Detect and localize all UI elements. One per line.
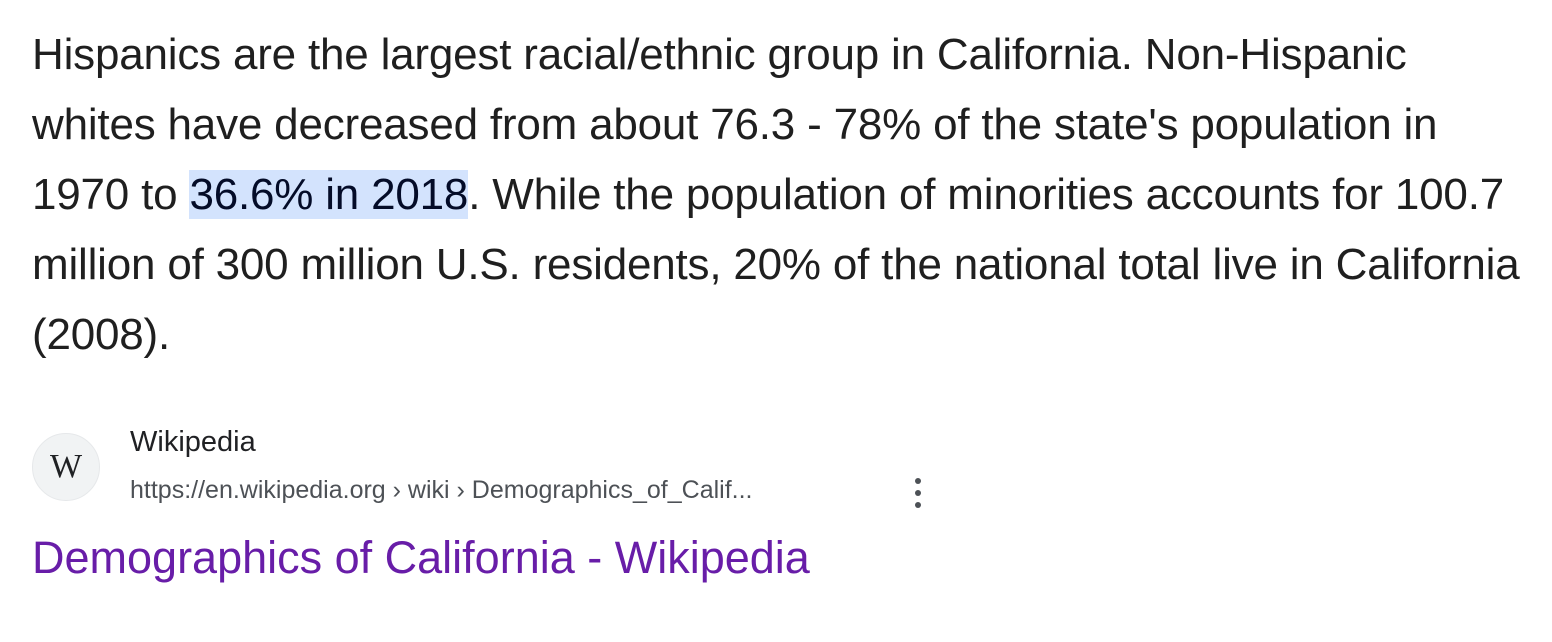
source-attribution[interactable]: W Wikipedia https://en.wikipedia.org › w…	[32, 424, 1032, 514]
more-vert-icon	[915, 478, 921, 484]
wikipedia-favicon-icon: W	[32, 433, 100, 501]
snippet-text-before: Hispanics are the largest racial/ethnic …	[32, 30, 1438, 219]
source-url-breadcrumb[interactable]: https://en.wikipedia.org › wiki › Demogr…	[130, 476, 753, 504]
site-name[interactable]: Wikipedia	[130, 426, 256, 458]
result-title-link[interactable]: Demographics of California - Wikipedia	[32, 532, 810, 583]
more-vert-icon	[915, 502, 921, 508]
favicon-letter: W	[49, 448, 83, 485]
more-vert-icon	[915, 490, 921, 496]
snippet-text-after: . While the population of minorities acc…	[32, 170, 1520, 359]
featured-snippet-text: Hispanics are the largest racial/ethnic …	[32, 20, 1532, 370]
more-options-button[interactable]	[906, 474, 930, 512]
snippet-highlight: 36.6% in 2018	[189, 170, 469, 219]
